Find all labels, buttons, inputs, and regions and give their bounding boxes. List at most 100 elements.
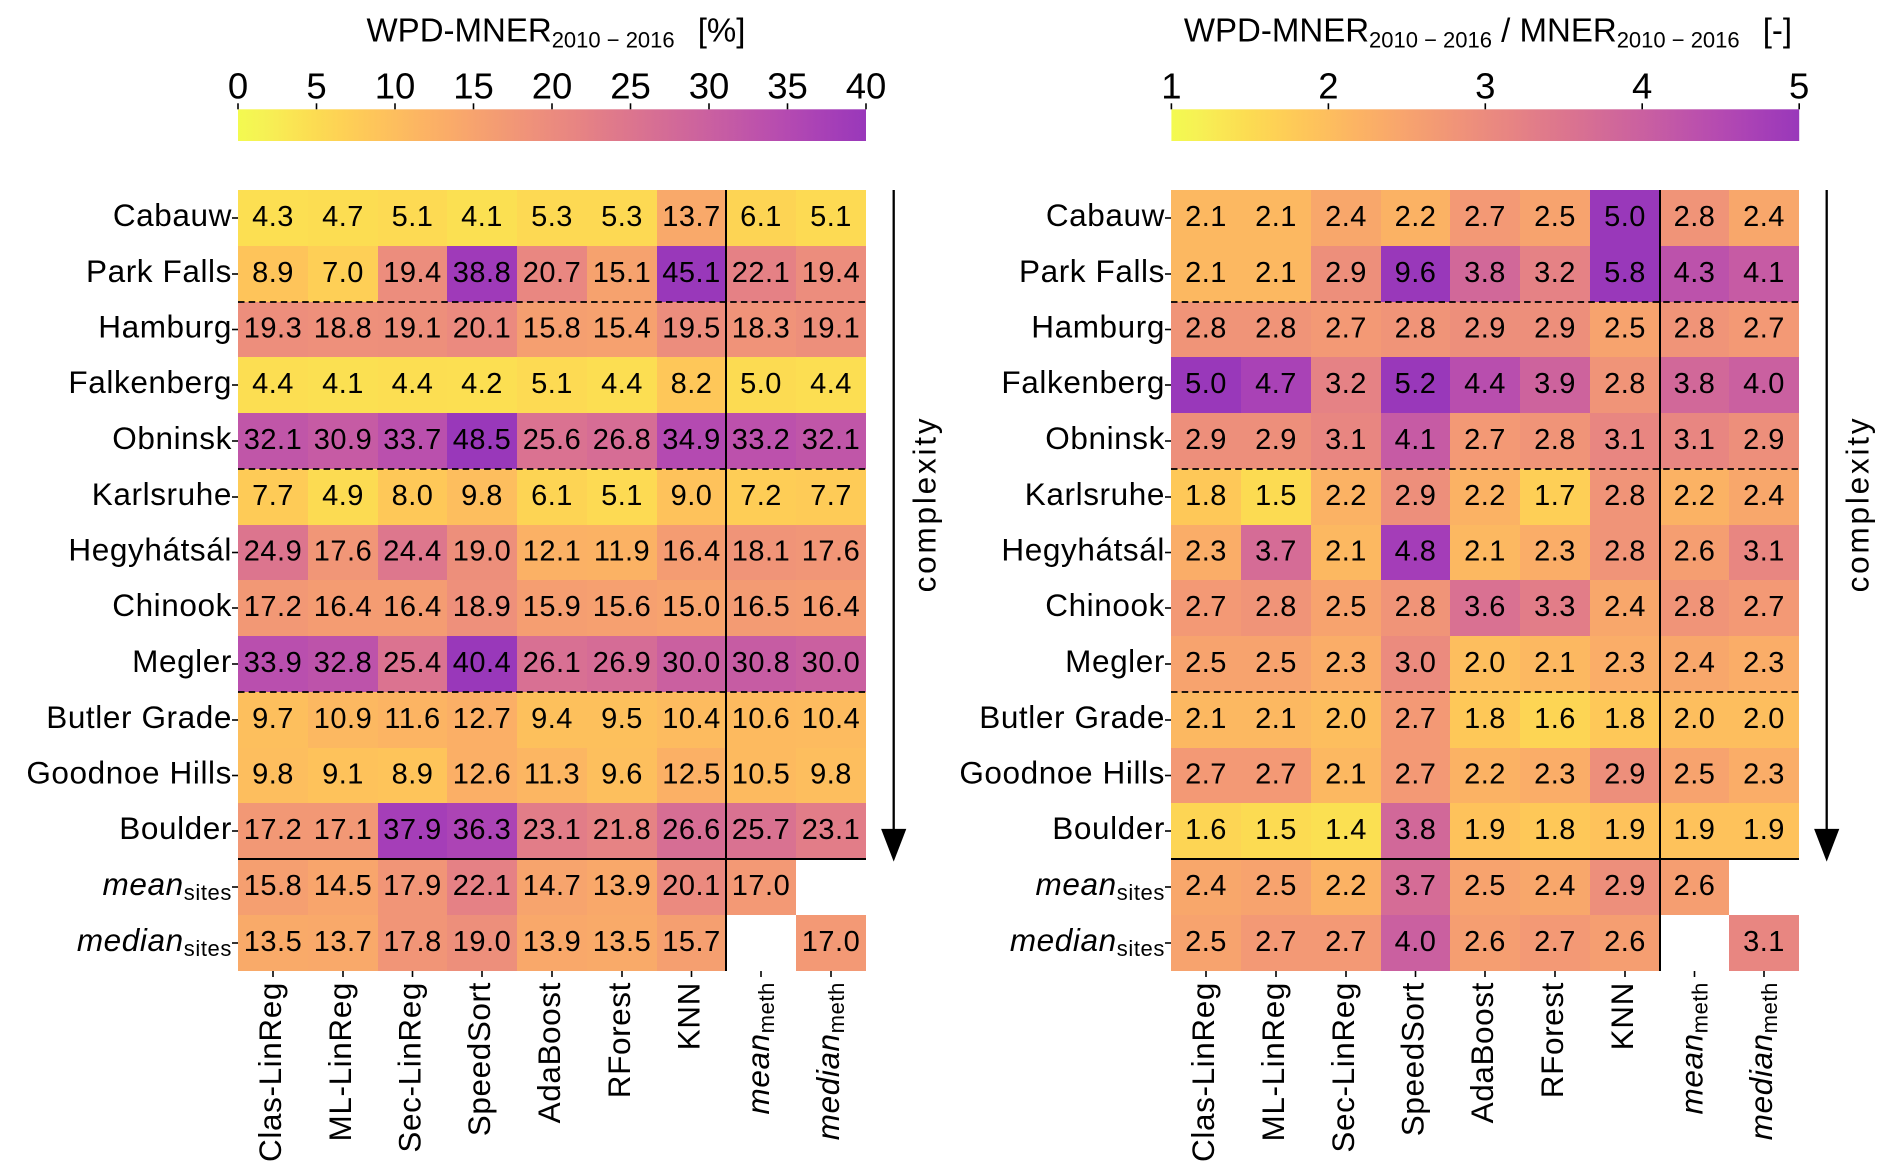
svg-text:2.5: 2.5	[1464, 870, 1506, 902]
svg-text:5.1: 5.1	[531, 368, 573, 400]
svg-text:3: 3	[1475, 66, 1495, 107]
svg-text:Park Falls: Park Falls	[86, 253, 232, 289]
svg-text:9.6: 9.6	[1395, 257, 1437, 289]
svg-text:17.0: 17.0	[802, 926, 860, 958]
svg-text:17.2: 17.2	[244, 814, 302, 846]
svg-text:25: 25	[610, 66, 651, 107]
svg-text:AdaBoost: AdaBoost	[1464, 982, 1500, 1123]
svg-text:13.9: 13.9	[593, 870, 651, 902]
svg-text:2.8: 2.8	[1604, 480, 1646, 512]
svg-text:2.1: 2.1	[1534, 647, 1576, 679]
svg-text:13.5: 13.5	[244, 926, 302, 958]
svg-text:4.3: 4.3	[1674, 257, 1716, 289]
svg-text:15.9: 15.9	[523, 591, 581, 623]
svg-text:45.1: 45.1	[662, 257, 720, 289]
svg-text:12.7: 12.7	[453, 703, 511, 735]
svg-text:Butler Grade: Butler Grade	[979, 699, 1165, 735]
svg-text:2.1: 2.1	[1255, 201, 1297, 233]
svg-text:4.2: 4.2	[461, 368, 503, 400]
svg-text:2.8: 2.8	[1604, 368, 1646, 400]
svg-text:2: 2	[1318, 66, 1338, 107]
svg-text:2.9: 2.9	[1185, 424, 1227, 456]
svg-text:2.4: 2.4	[1604, 591, 1646, 623]
svg-text:3.1: 3.1	[1743, 926, 1785, 958]
svg-text:17.0: 17.0	[732, 870, 790, 902]
svg-text:4.7: 4.7	[322, 201, 364, 233]
svg-text:26.8: 26.8	[593, 424, 651, 456]
svg-text:9.8: 9.8	[461, 480, 503, 512]
svg-text:2.0: 2.0	[1325, 703, 1367, 735]
svg-text:2.8: 2.8	[1674, 201, 1716, 233]
svg-text:2.7: 2.7	[1255, 758, 1297, 790]
svg-text:RForest: RForest	[1534, 982, 1570, 1098]
svg-text:16.4: 16.4	[802, 591, 860, 623]
svg-text:15.0: 15.0	[662, 591, 720, 623]
svg-text:2.7: 2.7	[1743, 312, 1785, 344]
svg-text:3.8: 3.8	[1674, 368, 1716, 400]
svg-text:2.4: 2.4	[1743, 201, 1785, 233]
svg-text:1.8: 1.8	[1185, 480, 1227, 512]
svg-text:1.8: 1.8	[1534, 814, 1576, 846]
svg-text:2.1: 2.1	[1185, 257, 1227, 289]
svg-text:38.8: 38.8	[453, 257, 511, 289]
svg-text:18.8: 18.8	[314, 312, 372, 344]
svg-text:6.1: 6.1	[531, 480, 573, 512]
svg-text:9.8: 9.8	[810, 758, 852, 790]
svg-text:2.8: 2.8	[1674, 312, 1716, 344]
svg-text:10.9: 10.9	[314, 703, 372, 735]
svg-text:4.0: 4.0	[1743, 368, 1785, 400]
svg-text:11.9: 11.9	[594, 535, 650, 567]
svg-text:Hamburg: Hamburg	[1031, 309, 1165, 345]
svg-text:3.1: 3.1	[1604, 424, 1646, 456]
svg-text:10: 10	[375, 66, 416, 107]
svg-text:2.2: 2.2	[1325, 480, 1367, 512]
svg-text:32.8: 32.8	[314, 647, 372, 679]
svg-text:2.7: 2.7	[1534, 926, 1576, 958]
svg-text:2.1: 2.1	[1185, 201, 1227, 233]
svg-text:2.8: 2.8	[1534, 424, 1576, 456]
svg-text:19.4: 19.4	[383, 257, 441, 289]
svg-text:2.5: 2.5	[1255, 870, 1297, 902]
svg-text:5.0: 5.0	[1604, 201, 1646, 233]
svg-text:48.5: 48.5	[453, 424, 511, 456]
svg-text:Cabauw: Cabauw	[1046, 197, 1165, 233]
svg-text:5.0: 5.0	[1185, 368, 1227, 400]
svg-text:2.2: 2.2	[1674, 480, 1716, 512]
svg-text:AdaBoost: AdaBoost	[531, 982, 567, 1123]
svg-text:5.1: 5.1	[392, 201, 434, 233]
svg-text:2.5: 2.5	[1185, 926, 1227, 958]
svg-text:KNN: KNN	[1604, 982, 1640, 1050]
svg-text:1.5: 1.5	[1255, 480, 1297, 512]
svg-text:5.2: 5.2	[1395, 368, 1437, 400]
svg-text:1.6: 1.6	[1534, 703, 1576, 735]
svg-text:13.7: 13.7	[314, 926, 372, 958]
svg-text:20.1: 20.1	[662, 870, 720, 902]
svg-text:20.7: 20.7	[523, 257, 581, 289]
svg-text:2.1: 2.1	[1325, 758, 1367, 790]
svg-text:2.3: 2.3	[1534, 535, 1576, 567]
svg-text:2.3: 2.3	[1743, 647, 1785, 679]
svg-text:7.2: 7.2	[740, 480, 782, 512]
svg-text:2.5: 2.5	[1325, 591, 1367, 623]
svg-text:Sec-LinReg: Sec-LinReg	[392, 982, 428, 1153]
svg-text:33.9: 33.9	[244, 647, 302, 679]
svg-text:2.2: 2.2	[1464, 758, 1506, 790]
svg-text:17.9: 17.9	[383, 870, 441, 902]
svg-text:3.8: 3.8	[1464, 257, 1506, 289]
svg-text:4.0: 4.0	[1395, 926, 1437, 958]
svg-text:ML-LinReg: ML-LinReg	[1255, 982, 1291, 1141]
svg-text:4.4: 4.4	[810, 368, 852, 400]
svg-text:0: 0	[228, 66, 248, 107]
svg-text:30.9: 30.9	[314, 424, 372, 456]
svg-text:15.8: 15.8	[244, 870, 302, 902]
svg-text:2.9: 2.9	[1534, 312, 1576, 344]
svg-text:2.8: 2.8	[1255, 312, 1297, 344]
svg-text:2.0: 2.0	[1464, 647, 1506, 679]
svg-text:2.4: 2.4	[1674, 647, 1716, 679]
svg-text:2.7: 2.7	[1325, 926, 1367, 958]
svg-text:2.4: 2.4	[1743, 480, 1785, 512]
svg-text:22.1: 22.1	[732, 257, 790, 289]
svg-text:2.7: 2.7	[1395, 703, 1437, 735]
svg-text:40: 40	[846, 66, 887, 107]
svg-text:15.4: 15.4	[593, 312, 651, 344]
